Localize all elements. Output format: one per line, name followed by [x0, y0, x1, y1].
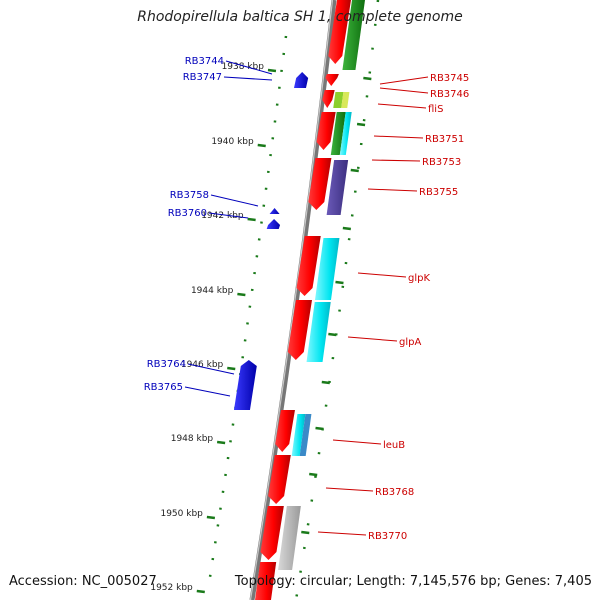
gene-label-leub[interactable]: leuB — [383, 440, 405, 451]
gene-label-rb3755[interactable]: RB3755 — [419, 187, 458, 198]
scale-tick-label: 1944 kbp — [191, 286, 234, 296]
gene-feature[interactable] — [330, 112, 346, 155]
gene-label-glpa[interactable]: glpA — [399, 337, 421, 348]
gene-label-rb3753[interactable]: RB3753 — [422, 157, 461, 168]
gene-label-rb3744[interactable]: RB3744 — [185, 56, 224, 67]
gene-feature[interactable] — [315, 238, 340, 300]
gene-label-leader — [184, 386, 231, 397]
gene-feature[interactable] — [322, 90, 335, 108]
gene-label-leader — [325, 487, 374, 492]
gene-feature[interactable] — [328, 0, 351, 64]
scale-tick — [196, 589, 205, 594]
gene-label-rb3768[interactable]: RB3768 — [375, 487, 414, 498]
gene-label-rb3770[interactable]: RB3770 — [368, 531, 407, 542]
scale-tick — [257, 143, 266, 148]
topology-text: Topology: circular; Length: 7,145,576 bp… — [234, 574, 592, 589]
gene-feature[interactable] — [325, 74, 339, 86]
ring-tick — [363, 76, 372, 81]
gene-label-leader — [379, 87, 429, 94]
scale-tick — [237, 292, 246, 297]
gene-label-leader — [373, 135, 424, 139]
scale-tick — [227, 366, 236, 371]
ring-tick — [356, 122, 366, 127]
scale-tick-label: 1938 kbp — [222, 62, 265, 72]
gene-feature[interactable] — [291, 414, 306, 456]
gene-feature-reverse[interactable] — [268, 208, 280, 214]
gene-feature[interactable] — [342, 0, 365, 70]
ring-tick — [321, 380, 330, 385]
scale-tick — [216, 440, 226, 445]
map-title: Rhodopirellula baltica SH 1, complete ge… — [137, 9, 463, 25]
gene-feature[interactable] — [308, 158, 332, 210]
gene-label-leader — [225, 60, 273, 75]
gene-feature[interactable] — [275, 410, 295, 452]
gene-label-leader — [208, 212, 249, 219]
gene-label-leader — [187, 363, 235, 375]
gene-label-leader — [371, 159, 421, 162]
scale-tick-label: 1942 kbp — [201, 211, 244, 221]
accession-text: Accession: NC_005027 — [9, 574, 157, 589]
gene-feature[interactable] — [326, 160, 349, 215]
gene-label-leader — [357, 272, 407, 278]
gene-label-rb3764[interactable]: RB3764 — [147, 359, 186, 370]
gene-feature[interactable] — [255, 562, 277, 600]
gene-label-leader — [379, 76, 429, 85]
scale-tick-label: 1948 kbp — [171, 434, 214, 444]
gene-label-leader — [317, 531, 367, 536]
gene-feature[interactable] — [278, 506, 301, 570]
ring-tick — [335, 280, 344, 285]
gene-label-glpk[interactable]: glpK — [408, 273, 430, 284]
scale-tick-label: 1952 kbp — [150, 583, 193, 593]
gene-label-leader — [367, 188, 418, 192]
gene-feature[interactable] — [333, 92, 344, 108]
gene-label-rb3745[interactable]: RB3745 — [430, 73, 469, 84]
gene-label-rb3751[interactable]: RB3751 — [425, 134, 464, 145]
ring-tick — [342, 226, 351, 231]
scale-tick-label: 1946 kbp — [181, 360, 224, 370]
gene-label-rb3746[interactable]: RB3746 — [430, 89, 469, 100]
scale-tick — [206, 515, 216, 520]
gene-label-rb3758[interactable]: RB3758 — [170, 190, 209, 201]
scale-tick — [247, 217, 256, 222]
gene-feature[interactable] — [339, 112, 352, 155]
genome-backbone-highlight — [249, 0, 334, 600]
scale-tick-label: 1950 kbp — [160, 509, 203, 519]
gene-label-leader — [332, 439, 382, 445]
gene-label-rb3760[interactable]: RB3760 — [168, 208, 207, 219]
gene-feature[interactable] — [296, 236, 321, 296]
ring-tick — [328, 332, 337, 337]
gene-feature[interactable] — [268, 455, 291, 504]
gene-label-rb3765[interactable]: RB3765 — [144, 382, 183, 393]
gene-feature[interactable] — [287, 300, 312, 360]
gene-feature[interactable] — [341, 92, 350, 108]
gene-label-rb3747[interactable]: RB3747 — [183, 72, 222, 83]
gene-feature[interactable] — [316, 112, 336, 150]
gene-label-leader — [210, 194, 259, 207]
gene-feature-reverse[interactable] — [233, 360, 257, 410]
gene-label-leader — [347, 336, 398, 342]
scale-tick-label: 1940 kbp — [211, 137, 254, 147]
gene-feature[interactable] — [306, 302, 331, 362]
ring-tick — [309, 472, 318, 477]
ring-tick — [301, 530, 310, 535]
gene-label-flis[interactable]: fliS — [428, 104, 443, 115]
scale-tick — [267, 68, 277, 73]
ring-tick — [315, 426, 324, 431]
gene-label-leader — [377, 103, 427, 109]
ring-tick — [350, 168, 359, 173]
gene-label-leader — [223, 76, 273, 81]
gene-feature[interactable] — [299, 414, 312, 456]
gene-feature-reverse[interactable] — [266, 219, 281, 229]
gene-feature-reverse[interactable] — [293, 72, 309, 88]
gene-feature[interactable] — [260, 506, 284, 560]
